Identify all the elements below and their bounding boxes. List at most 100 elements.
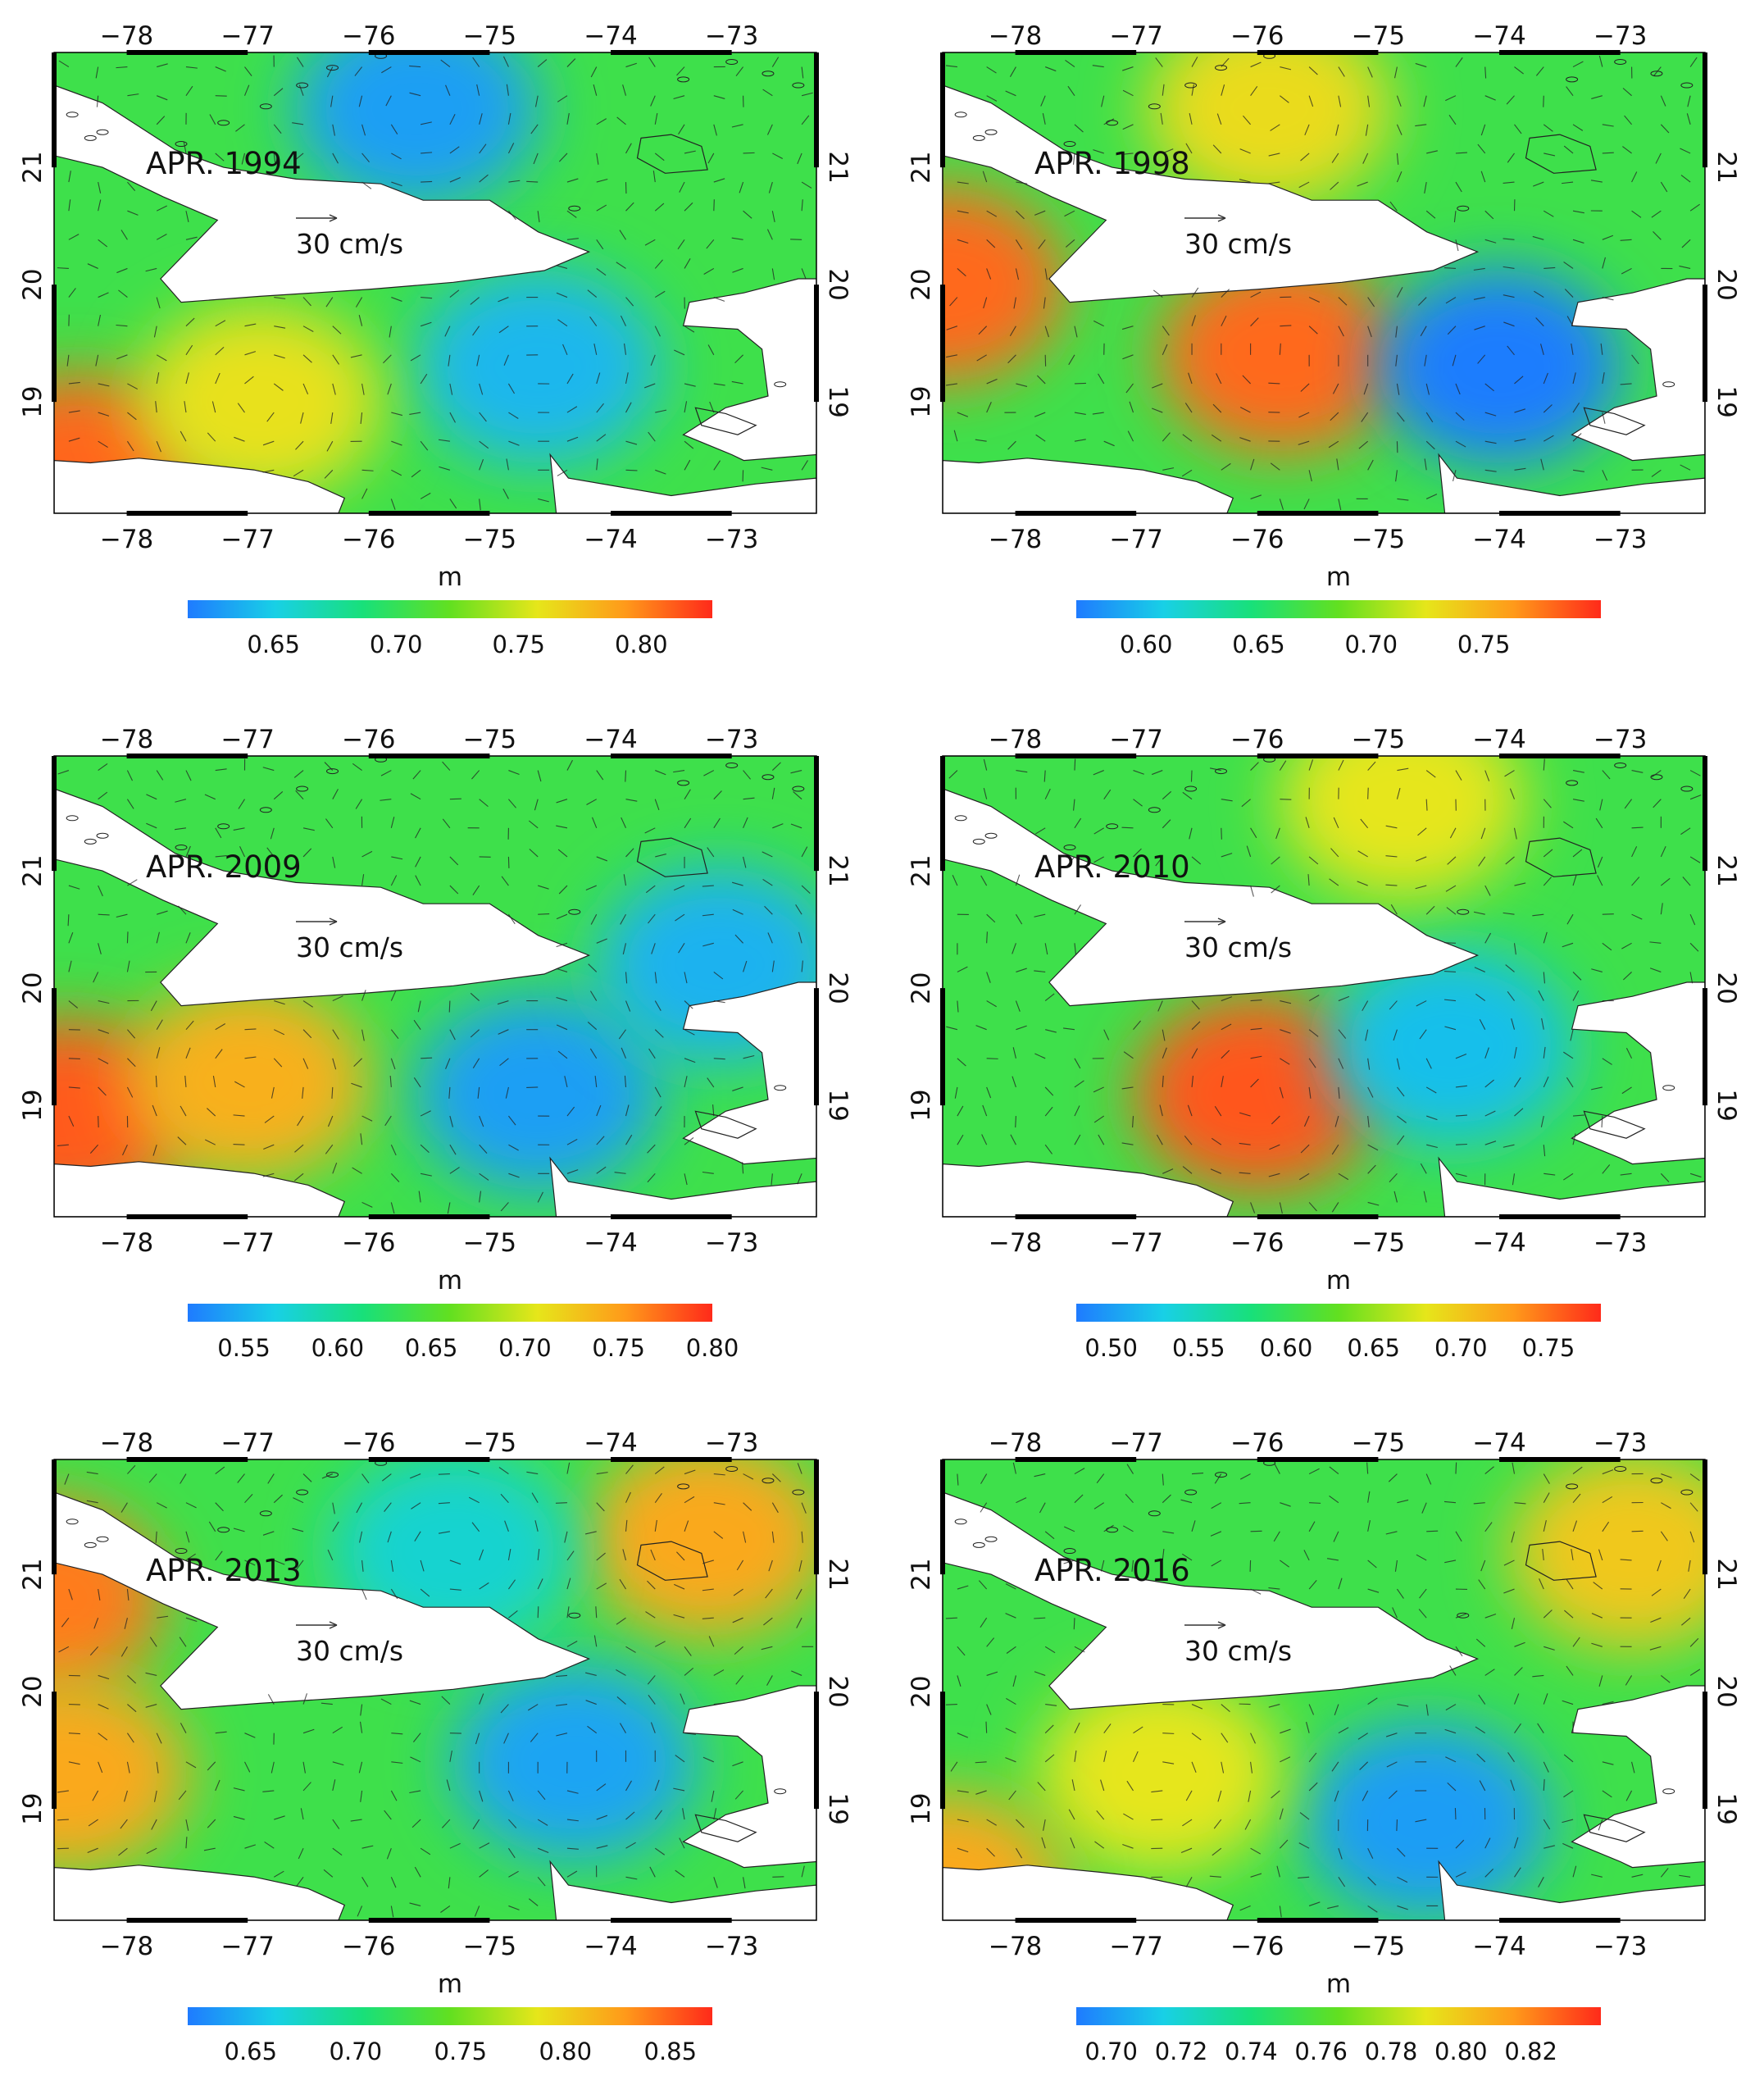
velocity-arrow [771, 57, 780, 67]
velocity-arrow [1444, 1728, 1457, 1734]
velocity-arrow [1367, 1201, 1380, 1206]
velocity-arrow [1221, 799, 1233, 802]
velocity-arrow [1572, 799, 1584, 802]
velocity-arrow [587, 1022, 598, 1031]
cay-island [762, 71, 775, 77]
cay-island [1662, 1085, 1675, 1091]
velocity-arrow [625, 1491, 631, 1503]
lat-tick-right: 21 [1712, 1558, 1741, 1590]
velocity-arrow [1416, 856, 1427, 862]
velocity-arrow [204, 1139, 216, 1145]
velocity-arrow [1455, 1613, 1467, 1619]
velocity-arrow [1598, 55, 1603, 67]
velocity-arrow [1279, 1839, 1289, 1849]
cay-island [1614, 1465, 1627, 1472]
velocity-arrow [1338, 1172, 1349, 1181]
velocity-arrow [262, 440, 275, 446]
velocity-arrow [590, 66, 598, 78]
velocity-arrow [1417, 827, 1427, 836]
velocity-arrow [302, 1693, 307, 1705]
velocity-arrow [678, 943, 685, 954]
cay-island [1063, 845, 1076, 851]
velocity-arrow [332, 383, 336, 395]
velocity-arrow [771, 211, 775, 223]
cay-island [1680, 1489, 1694, 1496]
velocity-arrow [332, 354, 340, 365]
velocity-arrow [1126, 1464, 1134, 1474]
velocity-arrow [1209, 1875, 1221, 1878]
velocity-arrow [566, 1847, 579, 1850]
velocity-arrow [384, 1502, 392, 1512]
velocity-arrow [1503, 266, 1515, 269]
velocity-arrow [795, 1588, 802, 1600]
jamaica-land [54, 1865, 346, 1920]
velocity-arrow [1250, 1847, 1262, 1855]
velocity-arrow [391, 412, 403, 417]
velocity-arrow [1338, 995, 1350, 1002]
velocity-arrow [596, 118, 607, 125]
colorbar-tick-label: 0.85 [644, 2038, 698, 2065]
gonave-island [694, 1814, 757, 1842]
velocity-arrow [1162, 1494, 1171, 1504]
velocity-arrow [332, 1819, 340, 1829]
lon-tick-bottom: −76 [1230, 1932, 1284, 1961]
velocity-arrow [98, 1058, 109, 1064]
velocity-arrow [625, 1780, 632, 1792]
velocity-arrow [352, 763, 362, 772]
velocity-arrow [357, 1906, 363, 1917]
velocity-arrow [975, 1790, 987, 1795]
velocity-arrow [1389, 1000, 1398, 1010]
velocity-arrow [1514, 467, 1526, 471]
lon-tick-top: −78 [100, 1428, 153, 1458]
velocity-arrow [1300, 153, 1310, 162]
velocity-arrow [1572, 1466, 1583, 1475]
velocity-arrow [1121, 153, 1134, 155]
velocity-arrow [383, 354, 392, 364]
velocity-arrow [801, 1865, 805, 1878]
cay-island [774, 1085, 787, 1091]
velocity-arrow [1544, 153, 1556, 157]
velocity-arrow [68, 1086, 80, 1089]
cyclonic-eddy-1 [415, 268, 662, 466]
velocity-arrow [293, 469, 304, 477]
colorbar-tick-label: 0.70 [1084, 2038, 1138, 2065]
velocity-arrow [411, 469, 421, 478]
velocity-arrow [801, 1502, 807, 1514]
haiti-peninsula-land [549, 453, 816, 513]
velocity-arrow [390, 1172, 400, 1182]
cay-island [972, 134, 985, 141]
velocity-arrow [616, 1617, 626, 1625]
velocity-arrow [390, 1877, 397, 1888]
velocity-arrow [957, 1790, 969, 1793]
velocity-arrow [537, 211, 540, 223]
velocity-arrow [500, 1202, 509, 1212]
velocity-arrow [654, 1519, 657, 1532]
velocity-arrow [1358, 440, 1369, 449]
velocity-arrow [1162, 819, 1171, 829]
velocity-arrow [126, 960, 130, 972]
velocity-arrow [566, 436, 579, 442]
velocity-arrow [148, 1473, 157, 1483]
velocity-arrow [1072, 153, 1075, 165]
velocity-arrow [1660, 845, 1666, 858]
velocity-arrow [302, 326, 314, 332]
velocity-arrow [596, 372, 601, 385]
velocity-arrow [497, 1000, 509, 1005]
velocity-arrow [1191, 1704, 1203, 1710]
velocity-arrow [1162, 148, 1174, 154]
velocity-arrow [558, 153, 568, 162]
velocity-arrow [1308, 326, 1318, 335]
velocity-arrow [1005, 1583, 1016, 1590]
velocity-arrow [446, 1779, 451, 1792]
velocity-arrow [1071, 1779, 1075, 1792]
velocity-arrow [1514, 1108, 1524, 1117]
velocity-arrow [1073, 1618, 1075, 1630]
velocity-arrow [655, 770, 666, 776]
velocity-arrow [957, 1000, 959, 1013]
velocity-arrow [555, 1704, 568, 1706]
velocity-arrow [680, 1693, 685, 1705]
velocity-arrow [1367, 1697, 1378, 1705]
velocity-arrow [68, 960, 72, 972]
